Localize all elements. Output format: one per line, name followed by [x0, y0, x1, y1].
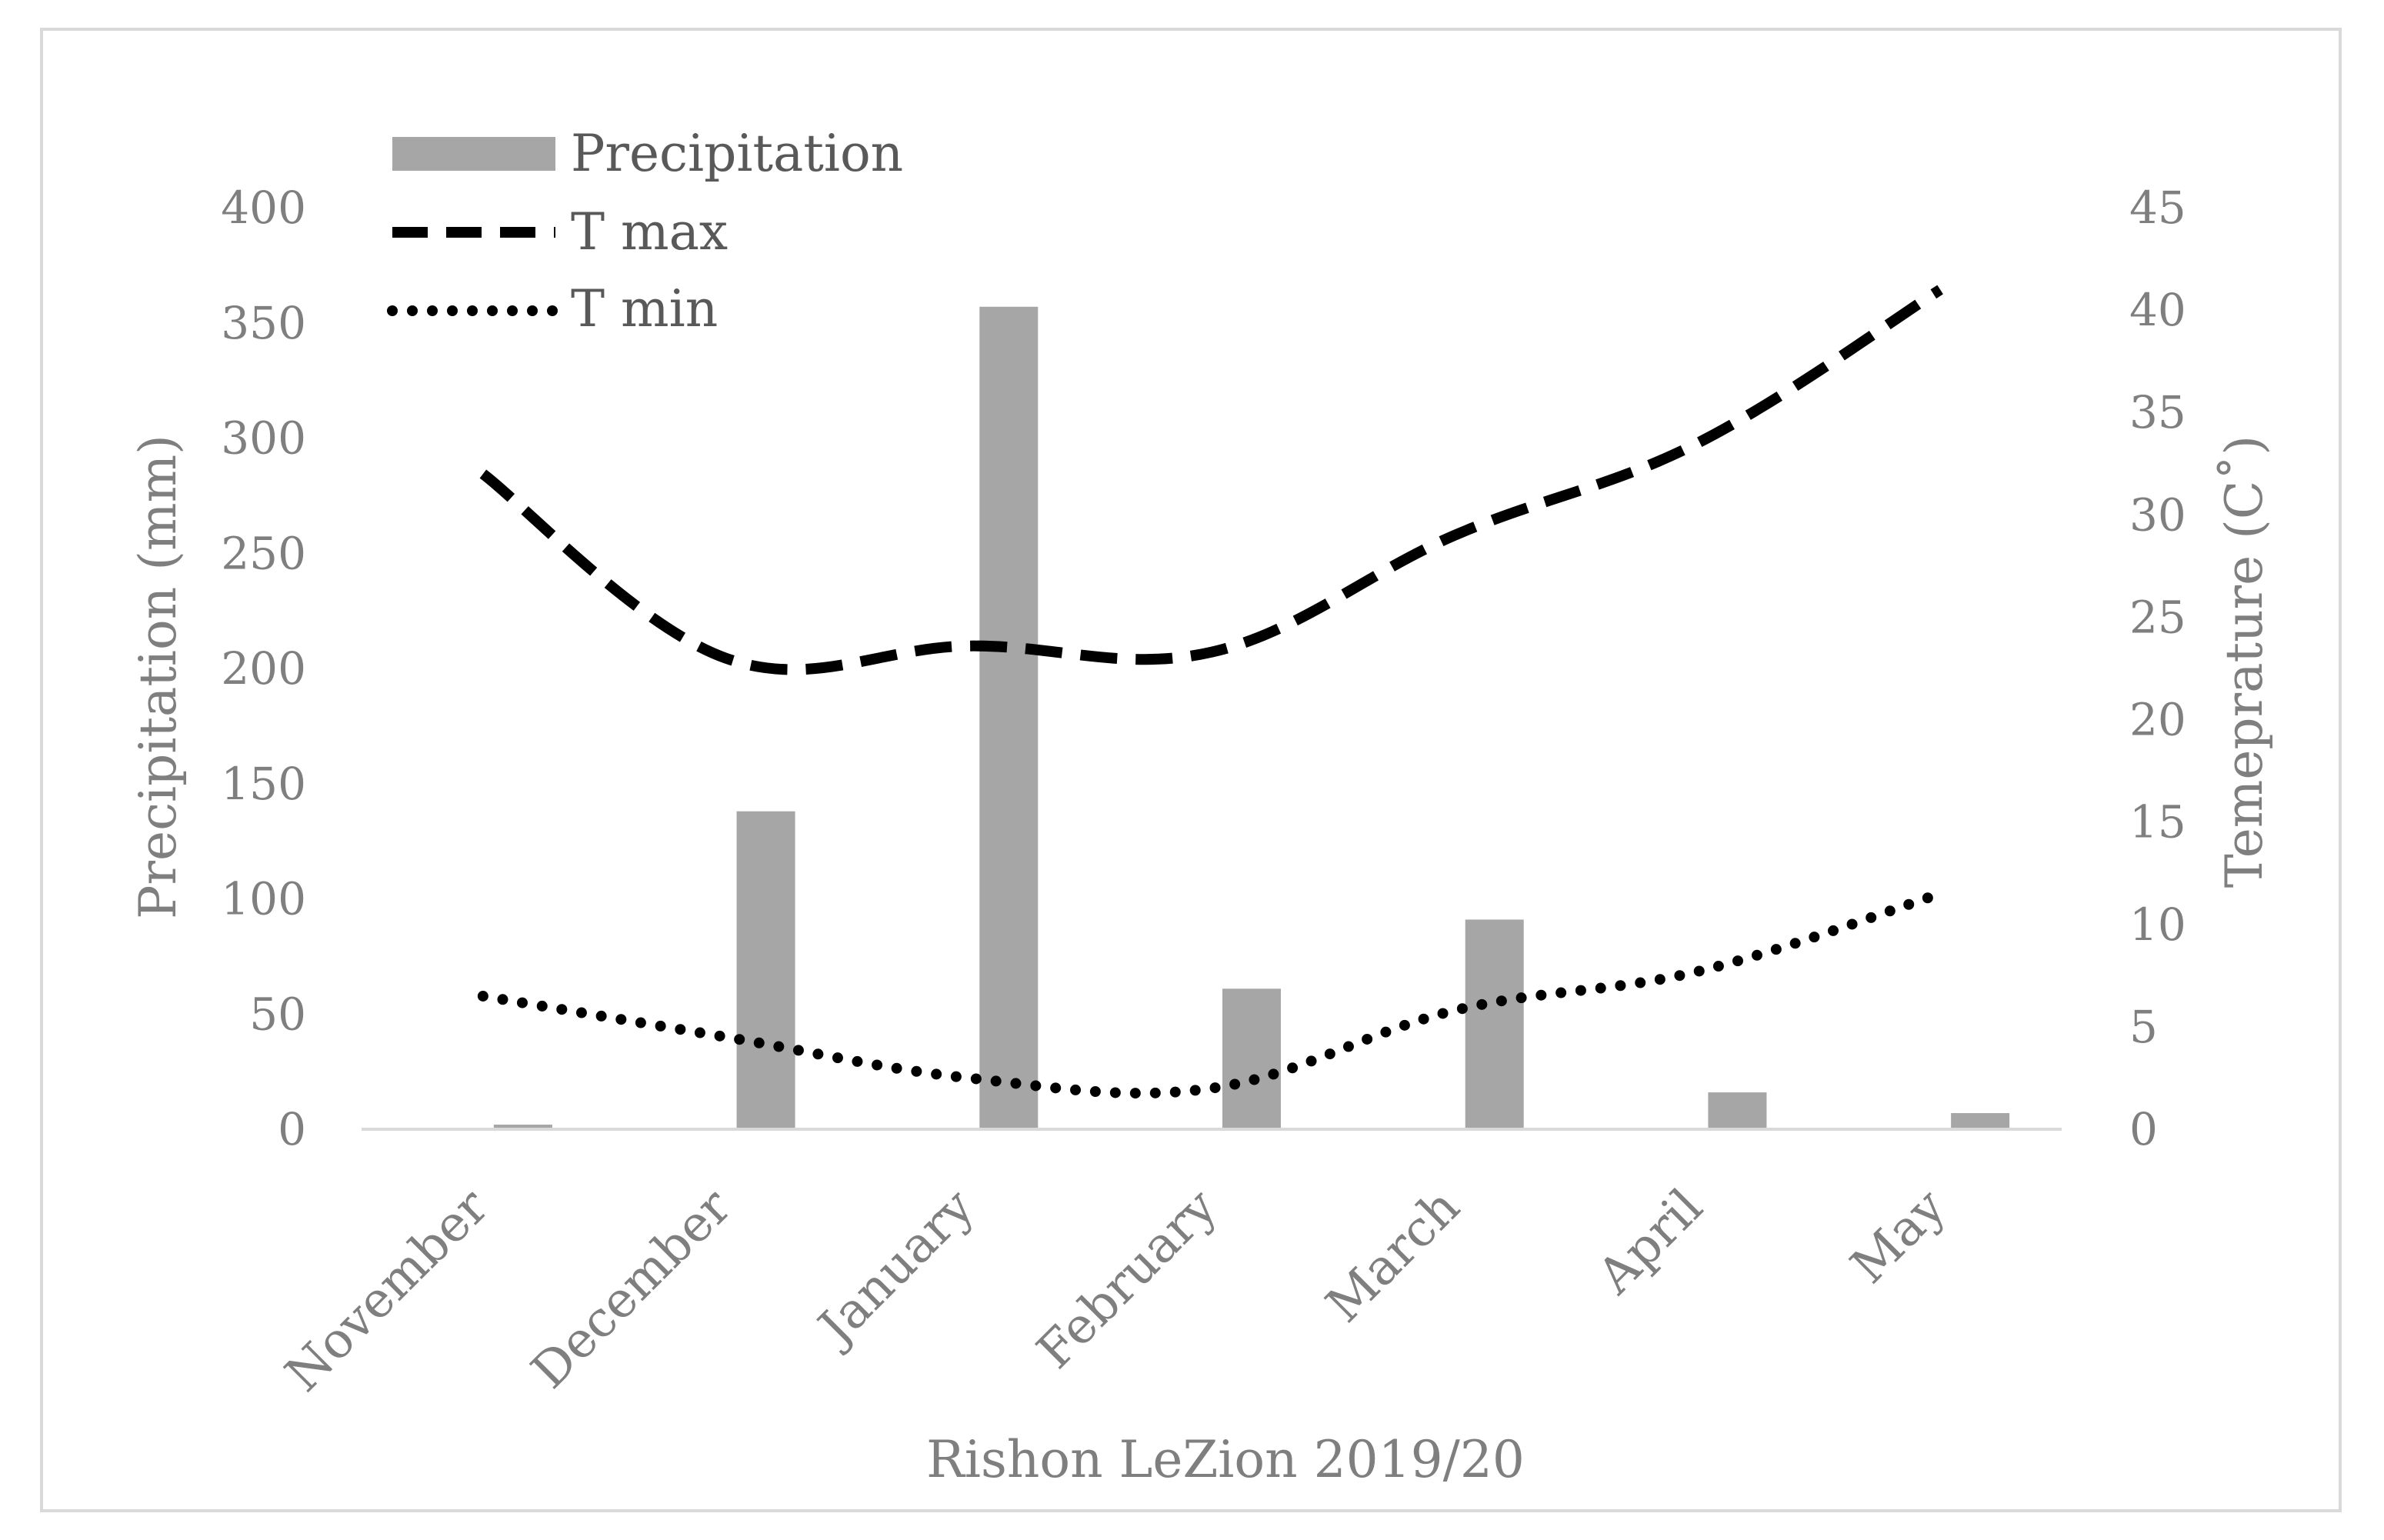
x-axis-ticks: November December January February March Apri…	[275, 1178, 1956, 1403]
y2-tick-label: 45	[2129, 182, 2186, 234]
y-tick-label: 350	[221, 297, 306, 349]
y-axis-title: Precipitation (mm)	[128, 435, 188, 919]
bar-april	[1708, 1092, 1767, 1129]
y2-tick-label: 10	[2129, 898, 2186, 951]
line-t-max	[479, 285, 1943, 675]
legend-precipitation-swatch	[392, 137, 555, 171]
y-tick-label: 200	[221, 642, 306, 695]
legend-tmin-label: T min	[571, 279, 718, 338]
y-tick-label: 0	[278, 1103, 306, 1155]
y-tick-label: 50	[249, 988, 306, 1040]
x-axis-title: Rishon LeZion 2019/20	[926, 1430, 1525, 1489]
bar-may	[1951, 1113, 2010, 1129]
legend-tmax-label: T max	[571, 202, 728, 262]
chart-frame	[40, 28, 2342, 1512]
y-tick-label: 400	[221, 182, 306, 234]
y2-axis-title: Temeprature (C˚)	[2215, 435, 2274, 888]
x-tick-label: January	[805, 1178, 985, 1358]
temperature-lines	[477, 285, 1946, 1099]
legend: Precipitation T max T min	[387, 124, 903, 338]
y2-tick-label: 25	[2129, 591, 2186, 643]
y-tick-label: 300	[221, 412, 306, 465]
left-y-ticks: 0 50 100 150 200 250 300 350 400	[221, 182, 306, 1155]
y2-tick-label: 40	[2129, 284, 2186, 336]
y-tick-label: 100	[221, 873, 306, 925]
precipitation-bars	[493, 306, 2010, 1129]
bar-march	[1465, 919, 1524, 1129]
right-y-ticks: 0 5 10 15 20 25 30 35 40 45	[2129, 182, 2186, 1155]
y-tick-label: 250	[221, 527, 306, 579]
x-tick-label: December	[521, 1178, 742, 1400]
x-tick-label: May	[1840, 1178, 1956, 1295]
y2-tick-label: 15	[2129, 796, 2186, 848]
bar-november	[493, 1125, 552, 1129]
bar-january	[979, 306, 1039, 1129]
line-t-min	[477, 888, 1946, 1099]
y2-tick-label: 20	[2129, 694, 2186, 746]
y2-tick-label: 30	[2129, 488, 2186, 541]
y2-tick-label: 5	[2129, 1001, 2158, 1053]
legend-precipitation-label: Precipitation	[571, 124, 903, 183]
y-tick-label: 150	[221, 758, 306, 810]
bar-february	[1222, 988, 1281, 1129]
x-tick-label: February	[1026, 1178, 1228, 1380]
x-tick-label: November	[275, 1178, 499, 1403]
y2-tick-label: 35	[2129, 386, 2186, 438]
x-tick-label: April	[1586, 1178, 1713, 1305]
y2-tick-label: 0	[2129, 1103, 2158, 1155]
x-tick-label: March	[1315, 1178, 1471, 1334]
bar-december	[736, 811, 795, 1129]
